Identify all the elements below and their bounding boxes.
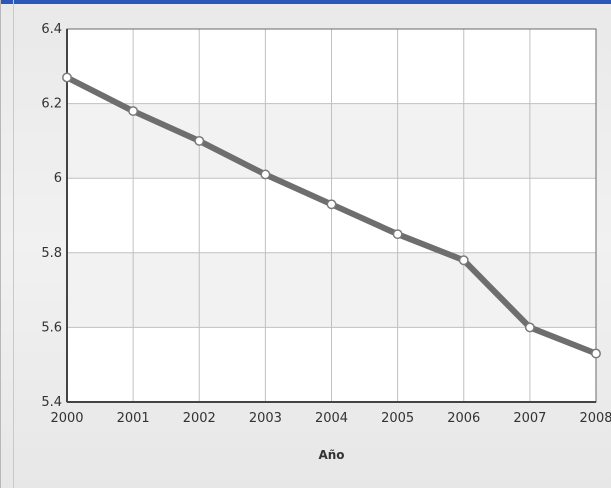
x-tick-label: 2000 [50,411,83,426]
chart-axes [66,28,597,403]
data-point [260,169,271,180]
y-tick-label: 6.2 [41,97,62,112]
data-point [591,348,601,359]
y-tick-label: 6 [54,171,62,186]
data-point [458,255,469,266]
x-tick-label: 2005 [381,411,414,426]
data-point [62,72,72,83]
y-tick-labels: 6.4 6.2 6 5.8 5.6 5.4 [41,22,62,410]
x-tick-labels: 2000 2001 2002 2003 2004 2005 2006 2007 2008 [50,411,611,426]
x-tick-label: 2006 [447,411,480,426]
x-tick-label: 2001 [117,411,150,426]
y-tick-label: 6.4 [41,22,62,37]
data-point [392,229,403,240]
top-accent-bar [1,0,611,4]
x-tick-label: 2008 [579,411,611,426]
data-point [194,135,205,146]
y-tick-label: 5.4 [41,395,62,410]
x-tick-label: 2004 [315,411,348,426]
x-tick-label: 2007 [513,411,546,426]
y-tick-label: 5.8 [41,246,62,261]
y-tick-label: 5.6 [41,320,62,335]
x-tick-label: 2003 [249,411,282,426]
data-point [524,322,535,333]
panel-edge [13,0,14,488]
x-axis-title: Año [318,448,344,462]
data-point [128,106,139,117]
data-point [326,199,337,210]
x-tick-label: 2002 [183,411,216,426]
series-group [62,72,601,359]
